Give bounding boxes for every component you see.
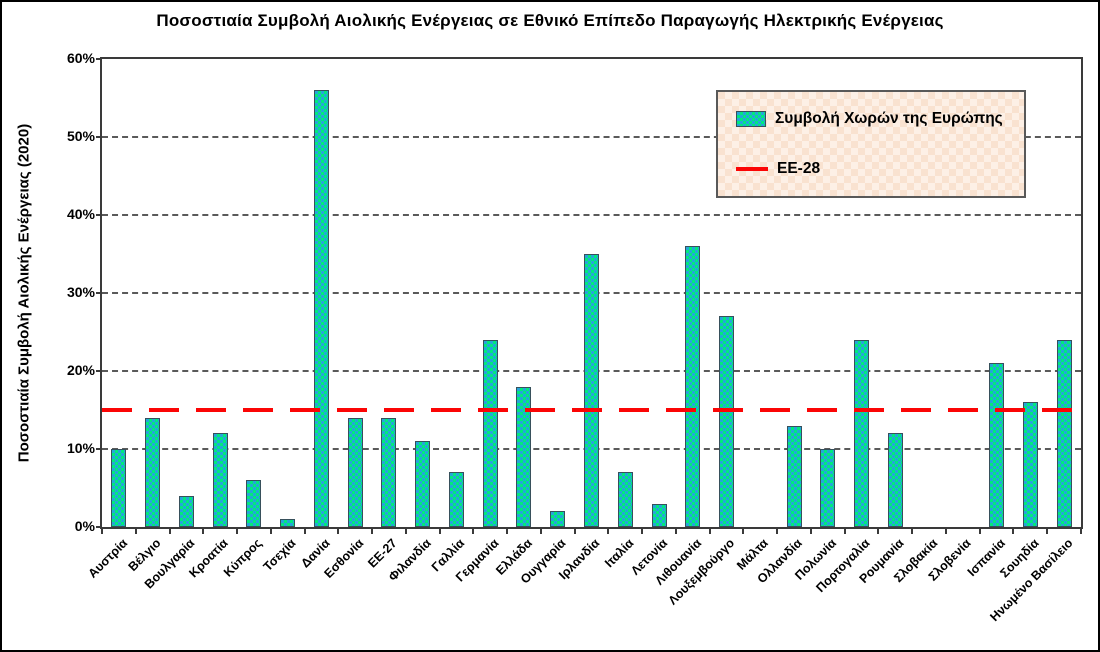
x-tick-mark bbox=[236, 529, 239, 534]
y-gridline bbox=[102, 214, 1081, 216]
y-tick-mark bbox=[96, 292, 102, 294]
bar-Ιρλανδία bbox=[584, 254, 599, 527]
bar-Πολωνία bbox=[820, 449, 836, 527]
x-tick-mark bbox=[877, 529, 880, 534]
x-tick-mark bbox=[404, 529, 407, 534]
x-tick-mark bbox=[742, 529, 745, 534]
y-tick-mark bbox=[96, 526, 102, 528]
bar-Σουηδία bbox=[1022, 402, 1038, 527]
bar-swatch-icon bbox=[736, 111, 766, 127]
y-tick-label: 40% bbox=[66, 206, 95, 222]
bar-Ηνωμένο Βασίλειο bbox=[1056, 339, 1072, 527]
y-tick-label: 60% bbox=[66, 50, 95, 66]
x-tick-mark bbox=[1012, 529, 1015, 534]
x-tick-mark bbox=[911, 529, 914, 534]
x-tick-mark bbox=[303, 529, 306, 534]
x-tick-mark bbox=[674, 529, 677, 534]
bar-Εσθονία bbox=[347, 417, 363, 527]
bar-Λετονία bbox=[651, 503, 667, 527]
x-tick-mark bbox=[371, 529, 374, 534]
legend-item-series: Συμβολή Χωρών της Ευρώπης bbox=[736, 108, 1003, 130]
x-tick-mark bbox=[438, 529, 441, 534]
x-tick-mark bbox=[607, 529, 610, 534]
bar-Δανία bbox=[313, 90, 329, 527]
bar-Ιταλία bbox=[617, 472, 633, 527]
bar-Γαλλία bbox=[448, 472, 464, 527]
bar-Φιλανδία bbox=[415, 441, 431, 527]
x-tick-mark bbox=[641, 529, 644, 534]
x-tick-mark bbox=[101, 529, 103, 534]
legend-item-reference: EE-28 bbox=[736, 158, 820, 180]
x-label-Αυστρία: Αυστρία bbox=[85, 536, 130, 581]
bar-Κροατία bbox=[212, 433, 228, 527]
red-dash-icon bbox=[736, 166, 768, 172]
x-tick-mark bbox=[776, 529, 779, 534]
y-axis-title: Ποσοστιαία Συμβολή Αιολικής Ενέργειας (2… bbox=[15, 123, 33, 463]
bar-Λουξεμβούργο bbox=[719, 316, 735, 527]
x-tick-mark bbox=[269, 529, 272, 534]
bar-Γερμανία bbox=[482, 339, 498, 527]
x-tick-mark bbox=[168, 529, 171, 534]
x-tick-mark bbox=[134, 529, 137, 534]
y-tick-label: 50% bbox=[66, 128, 95, 144]
y-tick-label: 10% bbox=[66, 440, 95, 456]
y-tick-mark bbox=[96, 448, 102, 450]
y-tick-mark bbox=[96, 136, 102, 138]
x-tick-mark bbox=[506, 529, 509, 534]
bar-Βουλγαρία bbox=[178, 495, 194, 527]
x-tick-mark bbox=[1080, 529, 1082, 534]
x-label-Τσεχία: Τσεχία bbox=[260, 536, 299, 574]
bar-Πορτογαλία bbox=[854, 339, 870, 527]
chart-title: Ποσοστιαία Συμβολή Αιολικής Ενέργειας σε… bbox=[156, 11, 944, 30]
bar-Τσεχία bbox=[280, 519, 296, 527]
y-tick-mark bbox=[96, 58, 102, 60]
bar-Ελλάδα bbox=[516, 386, 532, 527]
x-tick-mark bbox=[1046, 529, 1049, 534]
x-tick-mark bbox=[472, 529, 475, 534]
y-tick-label: 30% bbox=[66, 284, 95, 300]
reference-line-ee28 bbox=[102, 408, 1081, 412]
bar-Βέλγιο bbox=[145, 417, 161, 527]
legend-reference-label: EE-28 bbox=[777, 160, 821, 177]
x-tick-mark bbox=[708, 529, 711, 534]
x-tick-mark bbox=[809, 529, 812, 534]
x-tick-mark bbox=[573, 529, 576, 534]
bar-ΕΕ-27 bbox=[381, 417, 397, 527]
x-tick-mark bbox=[539, 529, 542, 534]
bar-Λιθουανία bbox=[685, 246, 701, 527]
x-tick-mark bbox=[978, 529, 981, 534]
bar-Αυστρία bbox=[111, 449, 127, 527]
x-tick-mark bbox=[337, 529, 340, 534]
legend-box: Συμβολή Χωρών της Ευρώπης EE-28 bbox=[716, 90, 1026, 198]
bar-Ισπανία bbox=[989, 363, 1005, 527]
x-tick-mark bbox=[843, 529, 846, 534]
y-tick-mark bbox=[96, 214, 102, 216]
y-tick-label: 0% bbox=[74, 518, 95, 534]
x-tick-mark bbox=[944, 529, 947, 534]
bar-Κύπρος bbox=[246, 480, 262, 527]
bar-Ολλανδία bbox=[786, 425, 802, 527]
bar-Ουγγαρία bbox=[550, 511, 566, 527]
legend-series-label: Συμβολή Χωρών της Ευρώπης bbox=[775, 110, 1003, 127]
y-tick-label: 20% bbox=[66, 362, 95, 378]
y-tick-mark bbox=[96, 370, 102, 372]
x-tick-mark bbox=[202, 529, 205, 534]
y-gridline bbox=[102, 136, 1081, 138]
bar-Ρουμανία bbox=[887, 433, 903, 527]
